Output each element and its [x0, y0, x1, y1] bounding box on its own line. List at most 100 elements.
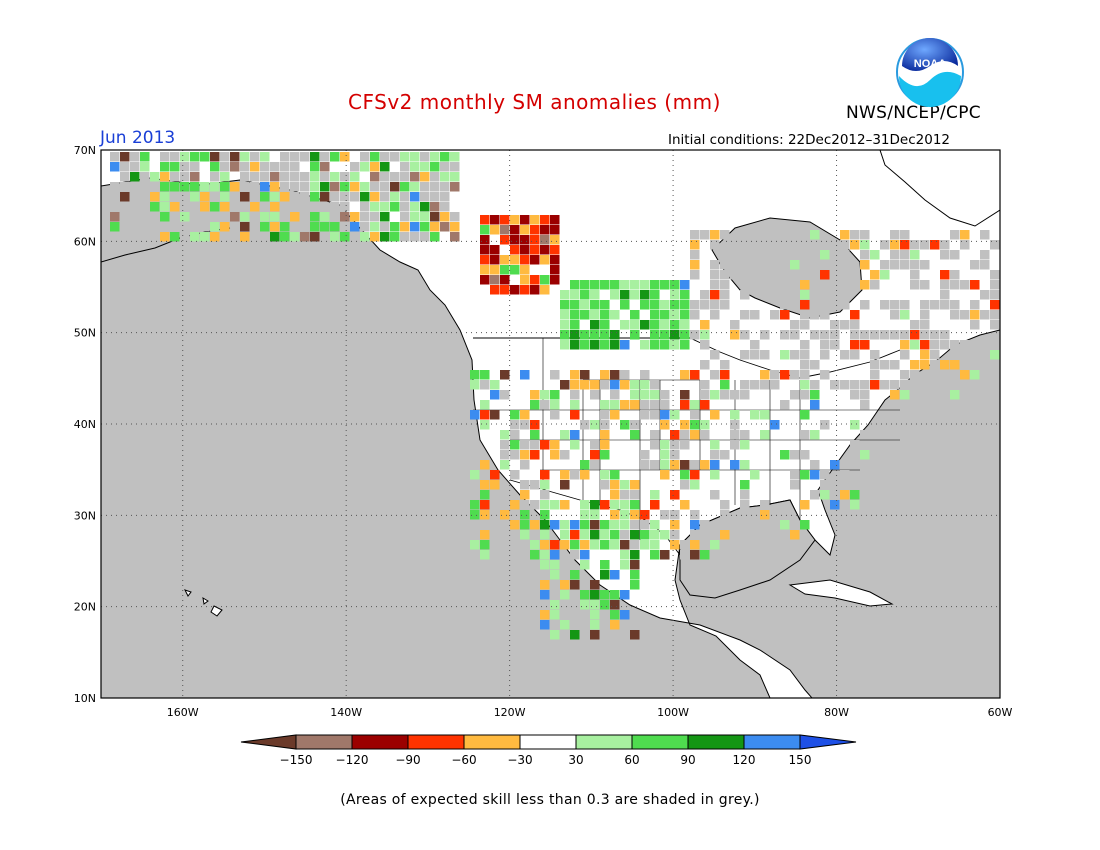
anomaly-cell	[540, 225, 550, 235]
anomaly-cell	[790, 300, 800, 310]
anomaly-cell	[780, 300, 790, 310]
anomaly-cell	[560, 470, 570, 480]
anomaly-cell	[520, 510, 530, 520]
anomaly-cell	[210, 192, 220, 202]
anomaly-cell	[550, 225, 560, 235]
anomaly-cell	[750, 380, 760, 390]
anomaly-cell	[330, 172, 340, 182]
footnote: (Areas of expected skill less than 0.3 a…	[340, 792, 760, 808]
anomaly-cell	[730, 270, 740, 280]
anomaly-cell	[600, 430, 610, 440]
anomaly-cell	[740, 430, 750, 440]
anomaly-cell	[900, 310, 910, 320]
anomaly-cell	[540, 500, 550, 510]
anomaly-cell	[740, 290, 750, 300]
anomaly-cell	[560, 310, 570, 320]
anomaly-cell	[740, 240, 750, 250]
anomaly-cell	[410, 182, 420, 192]
anomaly-cell	[890, 300, 900, 310]
anomaly-cell	[430, 192, 440, 202]
anomaly-cell	[750, 250, 760, 260]
anomaly-cell	[950, 270, 960, 280]
anomaly-cell	[180, 172, 190, 182]
anomaly-cell	[660, 400, 670, 410]
anomaly-cell	[110, 222, 120, 232]
anomaly-cell	[860, 450, 870, 460]
anomaly-cell	[540, 580, 550, 590]
anomaly-cell	[440, 152, 450, 162]
anomaly-cell	[450, 162, 460, 172]
anomaly-cell	[700, 390, 710, 400]
colorbar-label: 120	[733, 753, 756, 767]
anomaly-cell	[430, 182, 440, 192]
anomaly-cell	[660, 460, 670, 470]
anomaly-cell	[630, 310, 640, 320]
anomaly-cell	[520, 410, 530, 420]
anomaly-cell	[240, 202, 250, 212]
anomaly-cell	[350, 232, 360, 242]
anomaly-cell	[960, 380, 970, 390]
anomaly-cell	[550, 400, 560, 410]
anomaly-cell	[910, 260, 920, 270]
anomaly-cell	[980, 390, 990, 400]
anomaly-cell	[470, 500, 480, 510]
anomaly-cell	[640, 380, 650, 390]
anomaly-cells	[110, 152, 1000, 640]
anomaly-cell	[480, 540, 490, 550]
anomaly-cell	[160, 182, 170, 192]
anomaly-cell	[660, 440, 670, 450]
anomaly-cell	[660, 310, 670, 320]
colorbar-swatch	[463, 734, 521, 750]
anomaly-cell	[650, 550, 660, 560]
anomaly-cell	[280, 232, 290, 242]
anomaly-cell	[620, 610, 630, 620]
anomaly-cell	[690, 430, 700, 440]
anomaly-cell	[360, 192, 370, 202]
anomaly-cell	[510, 225, 520, 235]
anomaly-cell	[230, 162, 240, 172]
anomaly-cell	[200, 232, 210, 242]
anomaly-cell	[270, 212, 280, 222]
anomaly-cell	[180, 202, 190, 212]
anomaly-cell	[160, 162, 170, 172]
anomaly-cell	[800, 410, 810, 420]
anomaly-cell	[200, 182, 210, 192]
anomaly-cell	[150, 182, 160, 192]
colorbar-swatch	[295, 734, 353, 750]
anomaly-cell	[710, 310, 720, 320]
anomaly-cell	[650, 460, 660, 470]
anomaly-cell	[720, 360, 730, 370]
anomaly-cell	[570, 340, 580, 350]
anomaly-cell	[240, 222, 250, 232]
colorbar-left-arrow	[240, 734, 297, 750]
latitude-label: 10N	[74, 692, 96, 705]
anomaly-cell	[480, 235, 490, 245]
anomaly-cell	[500, 225, 510, 235]
anomaly-cell	[110, 182, 120, 192]
anomaly-cell	[520, 275, 530, 285]
anomaly-cell	[920, 320, 930, 330]
anomaly-cell	[840, 240, 850, 250]
anomaly-cell	[400, 152, 410, 162]
anomaly-cell	[690, 520, 700, 530]
anomaly-cell	[230, 202, 240, 212]
anomaly-cell	[570, 390, 580, 400]
anomaly-cell	[910, 320, 920, 330]
anomaly-cell	[620, 280, 630, 290]
anomaly-cell	[130, 202, 140, 212]
anomaly-cell	[480, 490, 490, 500]
anomaly-cell	[340, 152, 350, 162]
anomaly-cell	[440, 172, 450, 182]
anomaly-cell	[730, 330, 740, 340]
anomaly-cell	[330, 192, 340, 202]
anomaly-cell	[510, 510, 520, 520]
anomaly-cell	[740, 500, 750, 510]
anomaly-cell	[140, 232, 150, 242]
anomaly-cell	[710, 370, 720, 380]
anomaly-cell	[630, 510, 640, 520]
anomaly-cell	[290, 232, 300, 242]
anomaly-cell	[340, 192, 350, 202]
anomaly-cell	[940, 290, 950, 300]
anomaly-cell	[980, 260, 990, 270]
anomaly-cell	[630, 550, 640, 560]
